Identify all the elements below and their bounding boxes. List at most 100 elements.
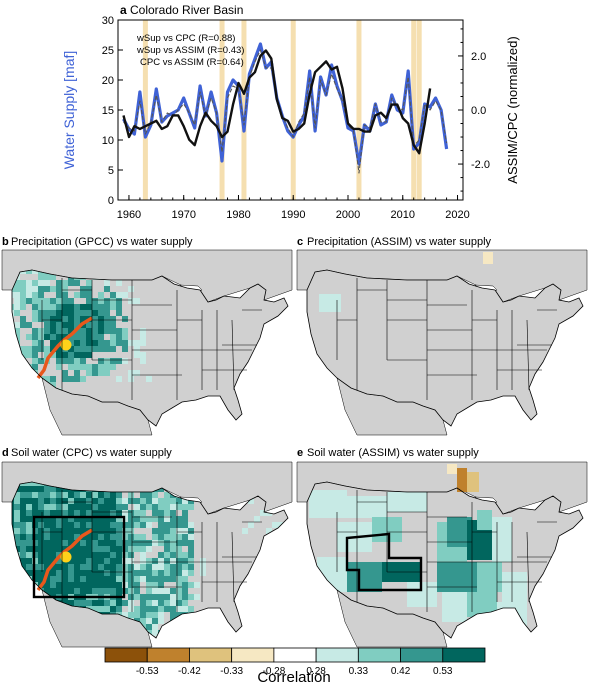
correlation-cell — [68, 376, 74, 382]
correlation-cell — [74, 346, 80, 352]
correlation-cell — [74, 582, 80, 588]
correlation-cell — [110, 492, 116, 498]
correlation-cell — [20, 292, 26, 298]
colorbar-swatch-6 — [357, 647, 401, 663]
correlation-cell — [146, 570, 152, 576]
correlation-cell — [80, 310, 86, 316]
correlation-cell — [56, 582, 62, 588]
correlation-cell — [14, 528, 20, 534]
correlation-cell — [164, 534, 170, 540]
correlation-cell — [62, 328, 68, 334]
correlation-cell — [32, 340, 38, 346]
correlation-cell — [116, 340, 122, 346]
correlation-cell — [134, 534, 140, 540]
correlation-cell — [182, 600, 188, 606]
correlation-cell — [44, 510, 50, 516]
colorbar-label-5: 0.33 — [349, 666, 369, 677]
correlation-cell — [134, 298, 140, 304]
correlation-cell — [50, 516, 56, 522]
correlation-cell — [38, 298, 44, 304]
correlation-cell — [128, 600, 134, 606]
correlation-cell — [116, 334, 122, 340]
correlation-cell — [62, 576, 68, 582]
correlation-cell — [26, 522, 32, 528]
correlation-cell — [110, 564, 116, 570]
correlation-cell — [242, 528, 248, 534]
correlation-cell — [74, 588, 80, 594]
correlation-cell — [134, 346, 140, 352]
colorbar-title: Correlation — [257, 669, 330, 685]
correlation-cell — [122, 510, 128, 516]
correlation-cell — [56, 352, 62, 358]
correlation-cell — [152, 600, 158, 606]
correlation-cell — [62, 316, 68, 322]
correlation-cell — [20, 498, 26, 504]
correlation-cell — [38, 576, 44, 582]
correlation-cell — [14, 522, 20, 528]
conus-outline — [11, 481, 289, 639]
series-line-1 — [123, 49, 448, 174]
correlation-cell — [62, 322, 68, 328]
correlation-cell — [98, 558, 104, 564]
correlation-cell — [80, 510, 86, 516]
colorbar-label-4: 0.28 — [306, 666, 326, 677]
correlation-cell — [104, 316, 110, 322]
correlation-cell — [146, 624, 152, 630]
correlation-cell — [152, 534, 158, 540]
correlation-cell — [68, 582, 74, 588]
correlation-cell — [134, 340, 140, 346]
correlation-cell — [140, 522, 146, 528]
correlation-cell — [164, 492, 170, 498]
correlation-cell — [104, 576, 110, 582]
correlation-cell — [98, 534, 104, 540]
panel-b-letter: b — [2, 236, 9, 248]
correlation-cell — [26, 352, 32, 358]
drought-year-band-6 — [416, 20, 422, 200]
y-axis-left-ticks: 0 5 10 15 20 25 30 — [102, 15, 123, 207]
correlation-cell — [116, 504, 122, 510]
conus-outline — [306, 269, 584, 427]
correlation-cell — [68, 346, 74, 352]
map-panel-b — [1, 249, 293, 436]
correlation-cell — [80, 304, 86, 310]
correlation-cell — [92, 546, 98, 552]
correlation-cell — [98, 588, 104, 594]
correlation-cell — [32, 364, 38, 370]
correlation-cell — [110, 510, 116, 516]
correlation-cell — [502, 572, 527, 602]
correlation-cell — [128, 522, 134, 528]
correlation-cell — [98, 364, 104, 370]
correlation-cell — [74, 340, 80, 346]
colorbar-swatch-2 — [189, 647, 233, 663]
panel-a-series — [122, 42, 449, 174]
correlation-cell — [92, 516, 98, 522]
correlation-cell — [38, 340, 44, 346]
correlation-cell — [134, 576, 140, 582]
correlation-cell — [44, 534, 50, 540]
correlation-cell — [98, 600, 104, 606]
panel-c-title: Precipitation (ASSIM) vs water supply — [307, 236, 492, 248]
correlation-cell — [98, 322, 104, 328]
correlation-cell — [74, 570, 80, 576]
correlation-cell — [122, 504, 128, 510]
correlation-cell — [26, 564, 32, 570]
correlation-cell — [80, 540, 86, 546]
correlation-cell — [86, 298, 92, 304]
correlation-cell — [110, 528, 116, 534]
correlation-cell — [146, 504, 152, 510]
correlation-cell — [44, 576, 50, 582]
correlation-cell — [98, 516, 104, 522]
correlation-cell — [74, 558, 80, 564]
correlation-cell — [477, 562, 502, 592]
correlation-cell — [182, 534, 188, 540]
correlation-cell — [170, 564, 176, 570]
y-tick-label-5: 25 — [102, 45, 114, 57]
correlation-cell — [68, 504, 74, 510]
correlation-cell — [92, 540, 98, 546]
correlation-cell — [92, 600, 98, 606]
correlation-cell — [110, 316, 116, 322]
correlation-cell — [146, 498, 152, 504]
correlation-cell — [152, 504, 158, 510]
correlation-cell — [20, 522, 26, 528]
correlation-cell — [86, 582, 92, 588]
